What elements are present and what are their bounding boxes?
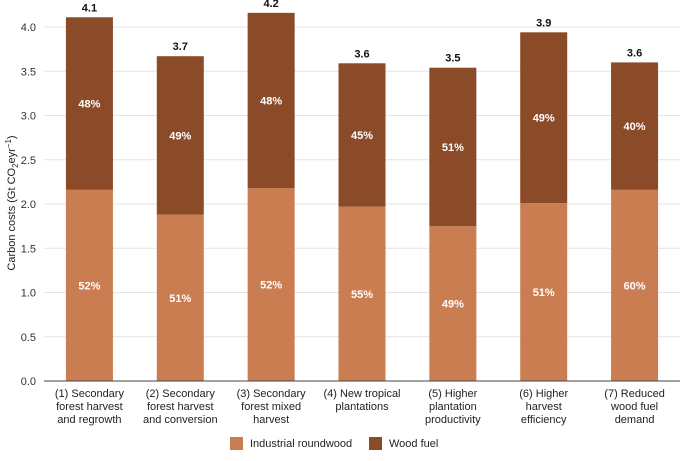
bar-segment-industrial-roundwood <box>247 188 295 381</box>
bar-segment-wood-fuel <box>338 63 386 207</box>
y-axis-label: Carbon costs (Gt CO2eyr−1) <box>4 135 20 270</box>
segment-percent-label: 51% <box>442 142 464 154</box>
y-tick-label: 0.5 <box>21 332 36 344</box>
legend-label: Industrial roundwood <box>250 438 352 450</box>
segment-percent-label: 49% <box>533 113 555 125</box>
bar-segment-industrial-roundwood <box>611 189 659 381</box>
bar-segment-wood-fuel <box>156 56 204 215</box>
x-category-label: (4) New tropical plantations <box>323 388 400 413</box>
y-tick-label: 4.0 <box>21 22 36 34</box>
bar-total-label: 3.6 <box>354 48 369 60</box>
bar-segment-wood-fuel <box>429 67 477 227</box>
segment-percent-label: 48% <box>260 95 282 107</box>
y-tick-label: 2.5 <box>21 155 36 167</box>
y-tick-label: 0.0 <box>21 376 36 388</box>
x-category-label: (6) Higher harvest efficiency <box>519 388 568 426</box>
segment-percent-label: 48% <box>78 99 100 111</box>
x-category-label: (2) Secondary forest harvest and conversio… <box>143 388 218 426</box>
segment-percent-label: 49% <box>442 299 464 311</box>
segment-percent-label: 51% <box>169 293 191 305</box>
segment-percent-label: 60% <box>624 280 646 292</box>
bar-total-label: 3.6 <box>627 47 642 59</box>
segment-percent-label: 55% <box>351 289 373 301</box>
bar-total-label: 4.2 <box>263 0 278 10</box>
y-tick-label: 1.5 <box>21 243 36 255</box>
y-tick-label: 1.0 <box>21 288 36 300</box>
bar-segment-wood-fuel <box>520 32 568 204</box>
bar-segment-wood-fuel <box>611 62 659 190</box>
segment-percent-label: 45% <box>351 130 373 142</box>
bar-segment-industrial-roundwood <box>65 189 113 381</box>
bar-segment-industrial-roundwood <box>520 203 568 381</box>
segment-percent-label: 52% <box>78 280 100 292</box>
x-category-label: (5) Higher plantation productivity <box>425 388 481 426</box>
bar-segment-industrial-roundwood <box>156 214 204 381</box>
y-tick-label: 3.5 <box>21 66 36 78</box>
bar-total-label: 4.1 <box>82 2 97 14</box>
segment-percent-label: 49% <box>169 130 191 142</box>
x-category-label: (1) Secondary forest harvest and regrowth <box>55 388 125 426</box>
segment-percent-label: 51% <box>533 287 555 299</box>
x-category-label: (3) Secondary forest mixed harvest <box>237 388 307 426</box>
bar-total-label: 3.5 <box>445 53 460 65</box>
bar-segment-industrial-roundwood <box>338 206 386 381</box>
bar-total-label: 3.7 <box>173 41 188 53</box>
segment-percent-label: 52% <box>260 280 282 292</box>
y-tick-label: 2.0 <box>21 199 36 211</box>
legend-swatch <box>369 437 382 450</box>
segment-percent-label: 40% <box>624 121 646 133</box>
legend-swatch <box>230 437 243 450</box>
x-category-label: (7) Reduced wood fuel demand <box>604 388 665 426</box>
bar-segment-wood-fuel <box>247 12 295 189</box>
bar-segment-wood-fuel <box>65 17 113 190</box>
bar-total-label: 3.9 <box>536 17 551 29</box>
bar-segment-industrial-roundwood <box>429 226 477 381</box>
legend: Industrial roundwood Wood fuel <box>230 437 438 450</box>
y-tick-label: 3.0 <box>21 111 36 123</box>
legend-label: Wood fuel <box>389 438 438 450</box>
